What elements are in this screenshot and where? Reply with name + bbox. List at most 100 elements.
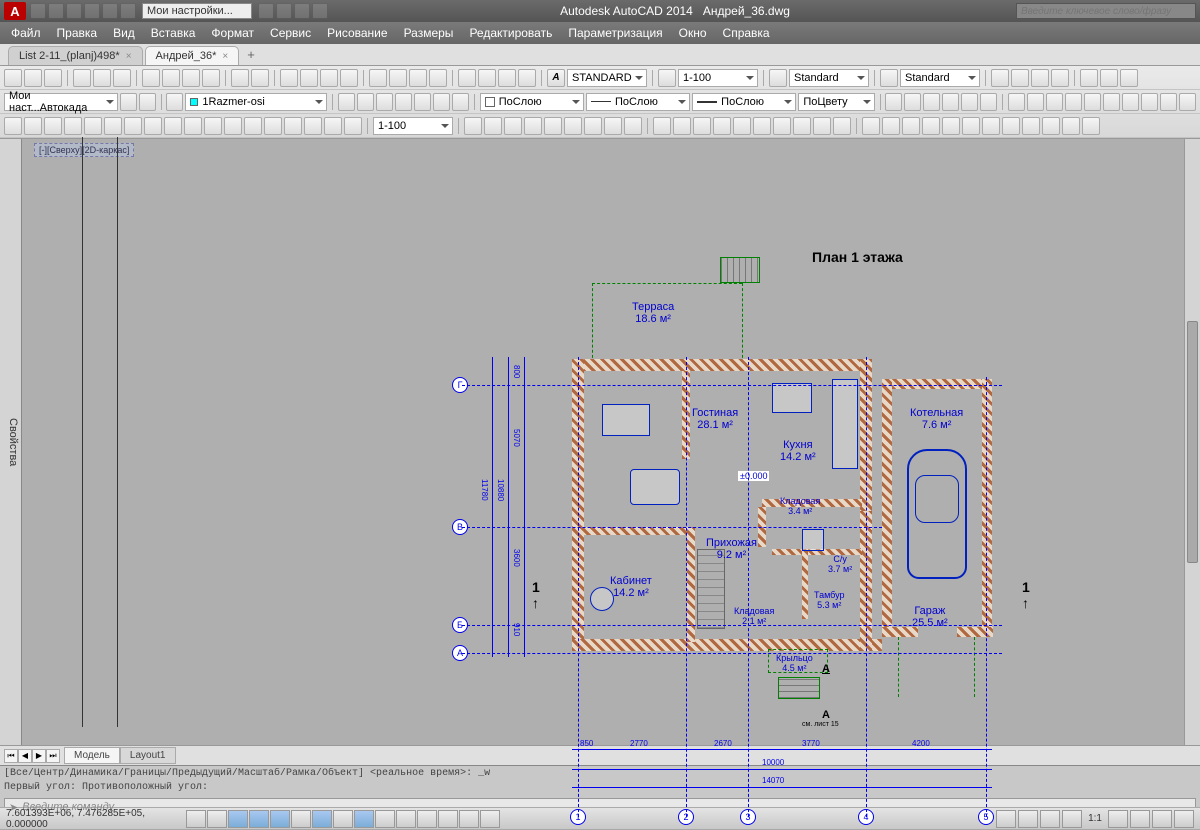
menu-modify[interactable]: Редактировать	[462, 24, 559, 42]
undo-icon[interactable]	[102, 3, 118, 19]
tb-dim9-icon[interactable]	[624, 117, 642, 135]
tb-mod5-icon[interactable]	[961, 93, 978, 111]
tb-m6-icon[interactable]	[753, 117, 771, 135]
tb-block-icon[interactable]	[304, 117, 322, 135]
tb-undo-icon[interactable]	[231, 69, 249, 87]
tb-ws-icon[interactable]	[120, 93, 137, 111]
tb-o11-icon[interactable]	[1062, 117, 1080, 135]
anno-scale-dropdown[interactable]: 1-100	[678, 69, 758, 87]
tb-open-icon[interactable]	[24, 69, 42, 87]
tb-m9-icon[interactable]	[813, 117, 831, 135]
tb-mline-icon[interactable]	[244, 117, 262, 135]
tb-mod7-icon[interactable]	[1008, 93, 1025, 111]
tb-save-icon[interactable]	[44, 69, 62, 87]
sb-ortho-icon[interactable]	[228, 810, 248, 828]
tb-dim5-icon[interactable]	[544, 117, 562, 135]
tb-anno-icon[interactable]	[658, 69, 676, 87]
tb-l7-icon[interactable]	[452, 93, 469, 111]
tb-cut-icon[interactable]	[142, 69, 160, 87]
tb-match-icon[interactable]	[202, 69, 220, 87]
tb-new-icon[interactable]	[4, 69, 22, 87]
menu-format[interactable]: Формат	[204, 24, 261, 42]
qat-icon-3[interactable]	[294, 3, 310, 19]
tb-o7-icon[interactable]	[982, 117, 1000, 135]
nav-last-icon[interactable]: ⏭	[46, 749, 60, 763]
tb-tablestyle-icon[interactable]	[880, 69, 898, 87]
tb-ex6-icon[interactable]	[1100, 69, 1118, 87]
doc-tab-0[interactable]: List 2-11_(planj)498*×	[8, 46, 143, 65]
tb-redo-icon[interactable]	[251, 69, 269, 87]
tb-spline-icon[interactable]	[164, 117, 182, 135]
tb-dim1-icon[interactable]	[464, 117, 482, 135]
tb-l1-icon[interactable]	[338, 93, 355, 111]
tb-m1-icon[interactable]	[653, 117, 671, 135]
tb-o8-icon[interactable]	[1002, 117, 1020, 135]
tb-o10-icon[interactable]	[1042, 117, 1060, 135]
floor-plan-drawing[interactable]: План 1 этажа	[462, 249, 1002, 689]
tb-dim6-icon[interactable]	[564, 117, 582, 135]
tb-dim2-icon[interactable]	[484, 117, 502, 135]
tb-mod3-icon[interactable]	[923, 93, 940, 111]
tb-mod11-icon[interactable]	[1084, 93, 1101, 111]
tb-publish-icon[interactable]	[113, 69, 131, 87]
tb-ellipse-icon[interactable]	[124, 117, 142, 135]
sb-polar-icon[interactable]	[249, 810, 269, 828]
tb-ex4-icon[interactable]	[1051, 69, 1069, 87]
tb-mod14-icon[interactable]	[1141, 93, 1158, 111]
tb-vp3-icon[interactable]	[409, 69, 427, 87]
open-icon[interactable]	[48, 3, 64, 19]
menu-file[interactable]: Файл	[4, 24, 48, 42]
text-style-dropdown[interactable]: STANDARD	[567, 69, 647, 87]
tb-ws2-icon[interactable]	[139, 93, 156, 111]
menu-param[interactable]: Параметризация	[561, 24, 669, 42]
tb-dim3-icon[interactable]	[504, 117, 522, 135]
tb-textstyle-icon[interactable]: A	[547, 69, 565, 87]
tb-layers-icon[interactable]	[478, 69, 496, 87]
tb-l5-icon[interactable]	[414, 93, 431, 111]
print-icon[interactable]	[84, 3, 100, 19]
tb-zoom-in-icon[interactable]	[300, 69, 318, 87]
tb-vp4-icon[interactable]	[429, 69, 447, 87]
tb-xline-icon[interactable]	[204, 117, 222, 135]
tb-mod2-icon[interactable]	[904, 93, 921, 111]
tb-vp1-icon[interactable]	[369, 69, 387, 87]
add-tab-icon[interactable]: +	[241, 44, 261, 65]
tb-zoom-ext-icon[interactable]	[340, 69, 358, 87]
tb-o2-icon[interactable]	[882, 117, 900, 135]
sb-dyn-icon[interactable]	[354, 810, 374, 828]
tb-pan-icon[interactable]	[280, 69, 298, 87]
layer-dropdown[interactable]: 1Razmer-osi	[185, 93, 327, 111]
tb-pline-icon[interactable]	[24, 117, 42, 135]
menu-service[interactable]: Сервис	[263, 24, 318, 42]
qat-icon-4[interactable]	[312, 3, 328, 19]
tb-point-icon[interactable]	[184, 117, 202, 135]
menu-edit[interactable]: Правка	[50, 24, 105, 42]
sb-qv-icon[interactable]	[1040, 810, 1060, 828]
sb-ducs-icon[interactable]	[333, 810, 353, 828]
sb-ws2-icon[interactable]	[1108, 810, 1128, 828]
lineweight-dropdown[interactable]: ПоСлою	[692, 93, 796, 111]
workspace-dropdown[interactable]: Мои настройки...	[142, 3, 252, 19]
doc-tab-1[interactable]: Андрей_36*×	[145, 46, 240, 65]
tb-poly-icon[interactable]	[104, 117, 122, 135]
layout-tab-model[interactable]: Модель	[64, 747, 120, 764]
tb-zoom-win-icon[interactable]	[320, 69, 338, 87]
keyword-search-input[interactable]	[1016, 3, 1196, 19]
scale-dropdown[interactable]: 1-100	[373, 117, 453, 135]
model-viewport[interactable]: [-][Сверху][2D-каркас] План 1 этажа	[22, 139, 1200, 745]
tb-mod10-icon[interactable]	[1065, 93, 1082, 111]
tb-vp2-icon[interactable]	[389, 69, 407, 87]
tb-rect-icon[interactable]	[84, 117, 102, 135]
scrollbar-thumb[interactable]	[1187, 321, 1198, 563]
table-style-dropdown[interactable]: Standard	[900, 69, 980, 87]
tb-dim4-icon[interactable]	[524, 117, 542, 135]
tb-ex3-icon[interactable]	[1031, 69, 1049, 87]
tb-dimstyle-icon[interactable]	[769, 69, 787, 87]
tb-region-icon[interactable]	[284, 117, 302, 135]
dim-style-dropdown[interactable]: Standard	[789, 69, 869, 87]
sb-3dosnap-icon[interactable]	[291, 810, 311, 828]
app-logo[interactable]: A	[4, 2, 26, 20]
tb-line-icon[interactable]	[4, 117, 22, 135]
tb-circle-icon[interactable]	[44, 117, 62, 135]
sb-layout-icon[interactable]	[1018, 810, 1038, 828]
